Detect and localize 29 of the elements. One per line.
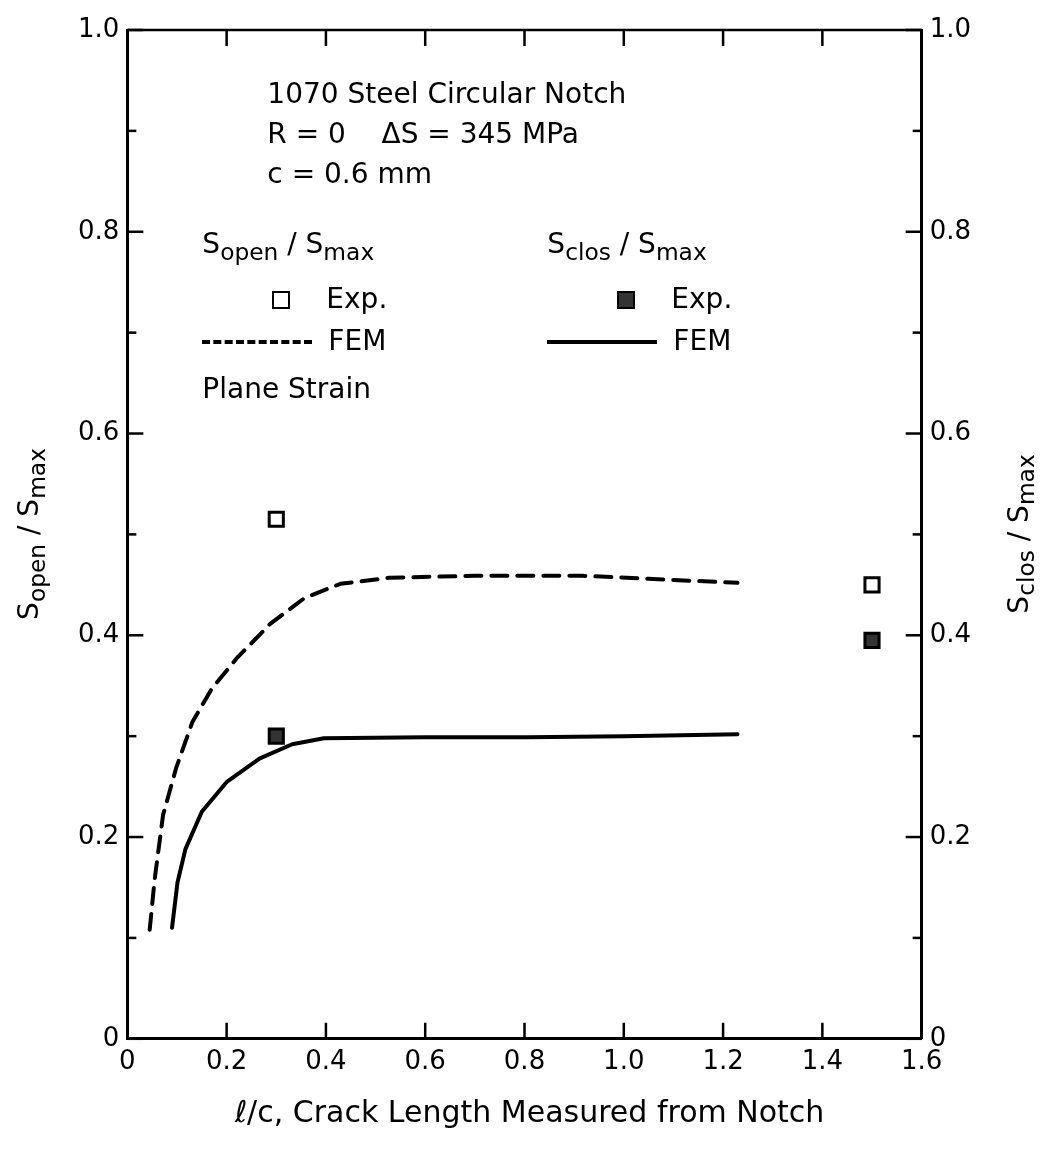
- legend-label: FEM: [673, 324, 732, 357]
- annotation: R = 0 ΔS = 345 MPa: [267, 117, 579, 150]
- legend-label: Exp.: [671, 282, 733, 315]
- annotation: c = 0.6 mm: [267, 157, 432, 190]
- y2-tick-label: 1.0: [929, 12, 972, 43]
- y2-tick-label: 0.8: [929, 214, 972, 245]
- y-tick-label: 0.6: [77, 416, 120, 447]
- x-tick-label: 0.8: [503, 1045, 546, 1076]
- x-tick-label: 1.0: [603, 1045, 645, 1076]
- x-tick-label: 0.6: [404, 1045, 446, 1076]
- y-tick-label: 0.2: [77, 819, 120, 850]
- annotation: Plane Strain: [202, 372, 371, 405]
- annotation: 1070 Steel Circular Notch: [267, 77, 627, 110]
- y-tick-label: 0: [102, 1021, 120, 1052]
- y-tick-label: 0.4: [77, 618, 120, 649]
- legend-label: Exp.: [326, 282, 388, 315]
- legend-label: FEM: [328, 324, 387, 357]
- y-tick-label: 0.8: [77, 214, 120, 245]
- y2-tick-label: 0.4: [929, 618, 972, 649]
- x-axis-title: ℓ/c, Crack Length Measured from Notch: [233, 1093, 826, 1129]
- x-tick-label: 0.2: [205, 1045, 248, 1076]
- y2-tick-label: 0.2: [929, 819, 972, 850]
- x-tick-label: 1.4: [801, 1045, 844, 1076]
- annotation: S$_{open}$ / S$_{max}$: [202, 227, 375, 266]
- annotation: S$_{clos}$ / S$_{max}$: [547, 227, 707, 266]
- x-tick-label: 1.2: [702, 1045, 744, 1076]
- y-tick-label: 1.0: [77, 12, 120, 43]
- x-tick-label: 0.4: [305, 1045, 347, 1076]
- y2-tick-label: 0.6: [929, 416, 972, 447]
